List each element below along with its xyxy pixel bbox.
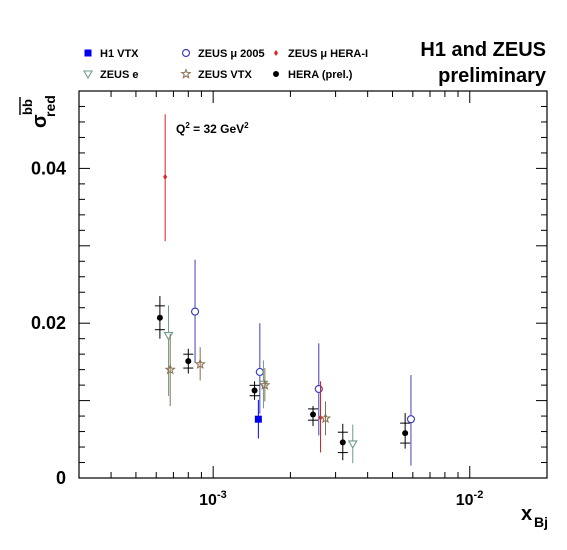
legend-marker [181,48,191,58]
data-point [185,358,192,365]
data-point [156,314,163,321]
data-point [164,363,176,375]
series-zeus-2005 [190,259,416,466]
legend-label: ZEUS e [100,69,139,81]
q2-annotation-q: Q [176,122,185,136]
x-axis-title: x Bj [521,503,548,530]
data-point [194,358,206,370]
plot-frame [78,90,548,479]
legend-label: HERA (prel.) [288,69,353,81]
series-zeus-vtx [164,334,332,436]
x-tick-label-base: 10 [199,492,217,509]
data-point [163,332,174,341]
q2-annotation-sup1: 2 [185,121,190,130]
legend-label: ZEUS μ HERA-I [288,48,368,60]
data-point [254,415,262,423]
y-tick-label: 0.02 [31,313,66,333]
y-axis-title-base: σ [29,114,51,128]
data-point [190,307,200,316]
data-points [154,114,416,466]
x-tick-label-exponent: -3 [217,489,227,501]
legend-item: H1 VTX [84,48,139,60]
x-tick-label: 10-2 [456,489,484,509]
data-point [319,412,332,424]
q2-annotation-mid: = 32 GeV [190,122,244,136]
data-point [259,379,271,390]
data-point [318,414,323,421]
svg-text:σ: σ [29,114,51,128]
legend-item: HERA (prel.) [273,69,353,81]
x-tick-label-base: 10 [456,492,474,509]
data-point [314,384,323,394]
data-point [251,387,258,394]
legend-label: H1 VTX [100,48,139,60]
legend-label: ZEUS μ 2005 [198,48,265,60]
series-hera-prel- [154,296,411,461]
data-point [339,439,346,446]
legend-marker [180,68,192,79]
x-tick-label-exponent: -2 [474,489,484,501]
x-tick-labels: 10-3 10-2 [199,489,483,509]
x-axis-title-sub: Bj [534,514,548,530]
data-point [163,173,168,180]
data-point [402,430,409,437]
legend-item: ZEUS μ 2005 [181,48,265,60]
legend-item: ZEUS e [83,69,139,81]
data-point [310,411,317,418]
x-axis-title-base: x [521,503,532,525]
legend-marker [274,50,278,56]
legend-label: ZEUS VTX [198,69,252,81]
y-tick-label: 0.04 [31,158,66,178]
legend-marker [83,70,93,80]
data-point [406,415,416,424]
y-axis-title-sup: bb [20,99,35,115]
data-point [258,380,269,390]
legend-marker [273,71,279,77]
chart-title-line-1: H1 and ZEUS [420,39,546,61]
legend: H1 VTX ZEUS μ 2005 ZEUS μ HERA-I ZEUS e ZEUS… [83,48,368,81]
q2-annotation-sup2: 2 [244,121,249,130]
y-axis-title: σ red bb [19,95,58,128]
series-h1-vtx [254,399,262,439]
q2-annotation: Q2 = 32 GeV2 [176,121,249,136]
chart-title-line-2: preliminary [438,65,547,87]
x-tick-label: 10-3 [199,489,227,509]
legend-item: ZEUS VTX [180,68,252,81]
data-point [255,367,264,377]
y-tick-labels: 0 0.02 0.04 [31,158,66,488]
y-axis-title-sub: red [42,95,58,117]
data-point [347,440,358,450]
legend-marker [84,49,92,57]
y-tick-label: 0 [56,468,66,488]
legend-item: ZEUS μ HERA-I [274,48,368,60]
series-zeus-hera-i [163,114,323,453]
axis-ticks [78,90,548,479]
